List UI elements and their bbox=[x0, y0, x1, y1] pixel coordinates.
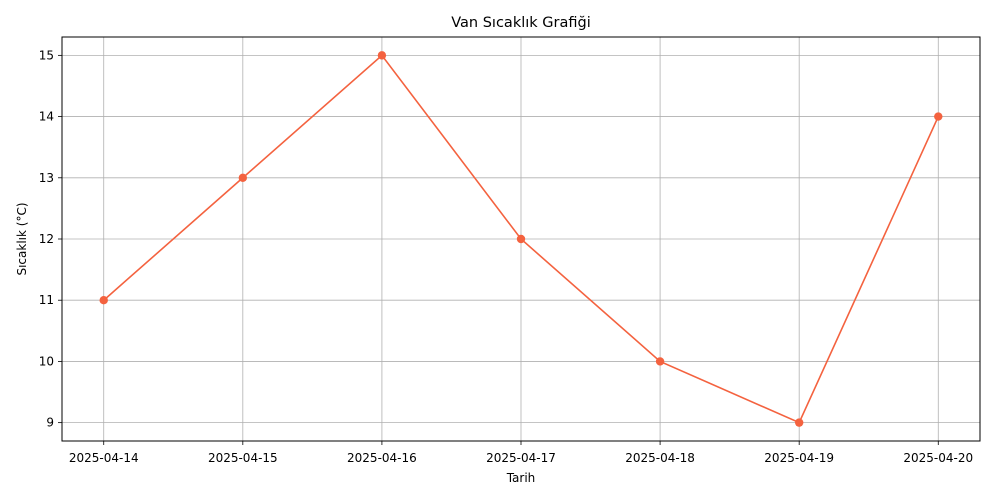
x-tick-label: 2025-04-17 bbox=[486, 451, 556, 465]
chart-title: Van Sıcaklık Grafiği bbox=[451, 15, 590, 31]
y-tick-label: 13 bbox=[39, 171, 54, 185]
data-point bbox=[794, 418, 804, 427]
x-axis-label: Tarih bbox=[506, 471, 536, 485]
y-tick-label: 11 bbox=[39, 293, 54, 307]
y-tick-label: 10 bbox=[39, 354, 54, 368]
x-tick-label: 2025-04-14 bbox=[69, 451, 139, 465]
data-point bbox=[655, 357, 665, 366]
y-tick-label: 12 bbox=[39, 232, 54, 246]
data-point bbox=[238, 173, 248, 182]
data-point bbox=[99, 296, 108, 305]
y-tick-label: 14 bbox=[39, 110, 54, 124]
ticks: 2025-04-14 2025-04-15 2025-04-16 2025-04-17… bbox=[39, 48, 973, 465]
x-tick-label: 2025-04-16 bbox=[347, 451, 417, 465]
y-tick-label: 9 bbox=[46, 416, 54, 430]
x-tick-label: 2025-04-15 bbox=[208, 451, 278, 465]
x-tick-label: 2025-04-18 bbox=[625, 451, 695, 465]
data-point bbox=[377, 51, 387, 60]
x-tick-label: 2025-04-20 bbox=[903, 451, 973, 465]
data-point bbox=[516, 234, 526, 244]
series bbox=[99, 51, 943, 427]
y-axis-label: Sıcaklık (°C) bbox=[15, 202, 29, 275]
x-tick-label: 2025-04-19 bbox=[764, 451, 834, 465]
y-tick-label: 15 bbox=[39, 48, 54, 62]
data-point bbox=[934, 112, 943, 121]
grid bbox=[62, 37, 980, 441]
